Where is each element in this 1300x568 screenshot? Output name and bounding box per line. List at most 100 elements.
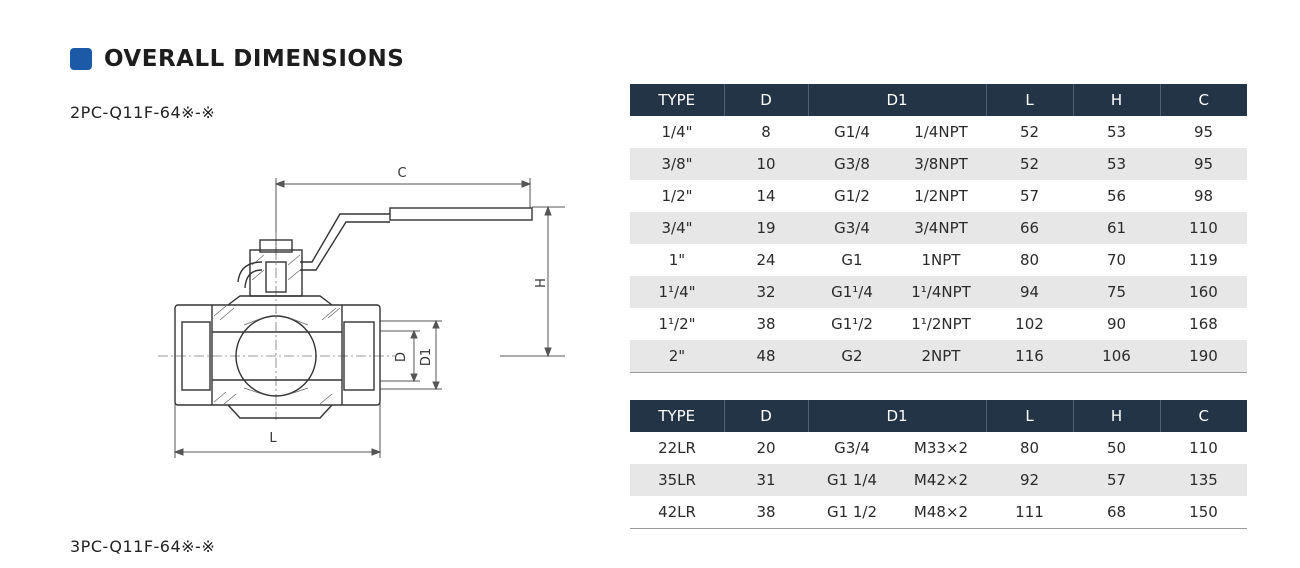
- model-label-2pc: 2PC-Q11F-64※-※: [70, 103, 216, 122]
- cell-h: 61: [1073, 212, 1160, 244]
- cell-d: 8: [761, 123, 771, 141]
- cell-h: 70: [1106, 251, 1127, 269]
- cell-type: 2": [630, 340, 724, 373]
- cell-d1-g: G1: [841, 251, 863, 269]
- dim-label-c: C: [397, 166, 406, 181]
- table-row: 3/8" 10 G3/8 3/8NPT 52 53 95: [630, 148, 1247, 180]
- cell-c: 110: [1189, 439, 1218, 457]
- cell-l: 57: [1019, 187, 1040, 205]
- header-l: L: [986, 84, 1074, 116]
- cell-d1-g: G3/4: [834, 439, 870, 457]
- cell-c: 95: [1160, 148, 1247, 180]
- dim-label-h: H: [534, 278, 549, 288]
- cell-type: 1¹/4": [630, 276, 724, 308]
- cell-c: 110: [1160, 212, 1247, 244]
- cell-d1-g: G1¹/2: [831, 315, 873, 333]
- section-title: OVERALL DIMENSIONS: [104, 46, 405, 72]
- cell-d1-npt: 1NPT: [921, 251, 961, 269]
- cell-d1-g: G3/4: [808, 212, 896, 244]
- cell-type: 1/4": [661, 123, 693, 141]
- cell-d1-npt: 2NPT: [896, 340, 986, 373]
- table-row: 22LR 20 G3/4 M33×2 80 50 110: [630, 432, 1247, 464]
- cell-l: 80: [1019, 439, 1040, 457]
- cell-d1-g: G1/4: [834, 123, 870, 141]
- cell-d1-m: M33×2: [913, 439, 969, 457]
- cell-d1-g: G2: [808, 340, 896, 373]
- cell-d1-g: G3/8: [808, 148, 896, 180]
- cell-d1-npt: 1¹/2NPT: [911, 315, 971, 333]
- table-row: 42LR 38 G1 1/2 M48×2 111 68 150: [630, 496, 1247, 529]
- cell-h: 106: [1073, 340, 1160, 373]
- dimensions-table-2pc: TYPE D D1 L H C 1/4" 8 G1/4 1/4NPT 52 53…: [630, 84, 1247, 373]
- header-d1: D1: [808, 84, 987, 116]
- cell-type: 1¹/2": [658, 315, 696, 333]
- cell-h: 53: [1106, 123, 1127, 141]
- cell-c: 119: [1189, 251, 1218, 269]
- cell-c: 135: [1160, 464, 1247, 496]
- dim-label-d1: D1: [419, 348, 434, 366]
- dimensions-table-3pc: TYPE D D1 L H C 22LR 20 G3/4 M33×2 80 50…: [630, 400, 1247, 529]
- cell-h: 75: [1073, 276, 1160, 308]
- cell-type: 42LR: [630, 496, 724, 529]
- header-d: D: [724, 400, 809, 432]
- dim-label-d: D: [394, 352, 409, 362]
- cell-d1-npt: 1/2NPT: [914, 187, 968, 205]
- cell-d: 38: [724, 496, 808, 529]
- table-row: 1¹/2" 38 G1¹/2 1¹/2NPT 102 90 168: [630, 308, 1247, 340]
- cell-l: 116: [986, 340, 1073, 373]
- cell-d1-npt: 3/8NPT: [896, 148, 986, 180]
- cell-d: 32: [724, 276, 808, 308]
- table-row: 1" 24 G1 1NPT 80 70 119: [630, 244, 1247, 276]
- cell-d1-npt: 3/4NPT: [896, 212, 986, 244]
- table-row: 1/2" 14 G1/2 1/2NPT 57 56 98: [630, 180, 1247, 212]
- cell-l: 66: [986, 212, 1073, 244]
- table-row: 1¹/4" 32 G1¹/4 1¹/4NPT 94 75 160: [630, 276, 1247, 308]
- cell-c: 160: [1160, 276, 1247, 308]
- cell-d: 20: [756, 439, 776, 457]
- section-heading: OVERALL DIMENSIONS: [70, 46, 404, 72]
- cell-d1-g: G1¹/4: [808, 276, 896, 308]
- cell-type: 1/2": [661, 187, 693, 205]
- cell-d1-npt: 1¹/4NPT: [896, 276, 986, 308]
- cell-d1-g: G1 1/4: [808, 464, 896, 496]
- ball-valve-drawing: C L H D D1: [158, 166, 565, 458]
- header-d: D: [724, 84, 809, 116]
- cell-d1-m: M42×2: [896, 464, 986, 496]
- header-h: H: [1073, 400, 1161, 432]
- cell-d: 24: [756, 251, 776, 269]
- header-c: C: [1160, 84, 1247, 116]
- cell-h: 53: [1073, 148, 1160, 180]
- cell-c: 95: [1193, 123, 1214, 141]
- header-d1: D1: [808, 400, 987, 432]
- cell-h: 50: [1106, 439, 1127, 457]
- cell-d: 48: [724, 340, 808, 373]
- cell-d: 14: [756, 187, 776, 205]
- cell-type: 1": [668, 251, 686, 269]
- header-l: L: [986, 400, 1074, 432]
- heading-square-icon: [70, 48, 92, 70]
- cell-d: 10: [724, 148, 808, 180]
- cell-d1-npt: 1/4NPT: [914, 123, 968, 141]
- table-header-row: TYPE D D1 L H C: [630, 400, 1247, 432]
- cell-h: 56: [1106, 187, 1127, 205]
- cell-h: 90: [1106, 315, 1127, 333]
- cell-type: 35LR: [630, 464, 724, 496]
- cell-l: 80: [1019, 251, 1040, 269]
- header-h: H: [1073, 84, 1161, 116]
- table-row: 3/4" 19 G3/4 3/4NPT 66 61 110: [630, 212, 1247, 244]
- header-type: TYPE: [630, 84, 725, 116]
- model-label-3pc: 3PC-Q11F-64※-※: [70, 537, 216, 556]
- cell-c: 150: [1160, 496, 1247, 529]
- cell-d1-m: M48×2: [896, 496, 986, 529]
- table-row: 2" 48 G2 2NPT 116 106 190: [630, 340, 1247, 373]
- cell-c: 168: [1189, 315, 1218, 333]
- header-c: C: [1160, 400, 1247, 432]
- cell-c: 190: [1160, 340, 1247, 373]
- cell-h: 68: [1073, 496, 1160, 529]
- cell-l: 92: [986, 464, 1073, 496]
- header-type: TYPE: [630, 400, 725, 432]
- cell-d: 38: [756, 315, 776, 333]
- cell-h: 57: [1073, 464, 1160, 496]
- cell-c: 98: [1193, 187, 1214, 205]
- cell-l: 102: [1015, 315, 1044, 333]
